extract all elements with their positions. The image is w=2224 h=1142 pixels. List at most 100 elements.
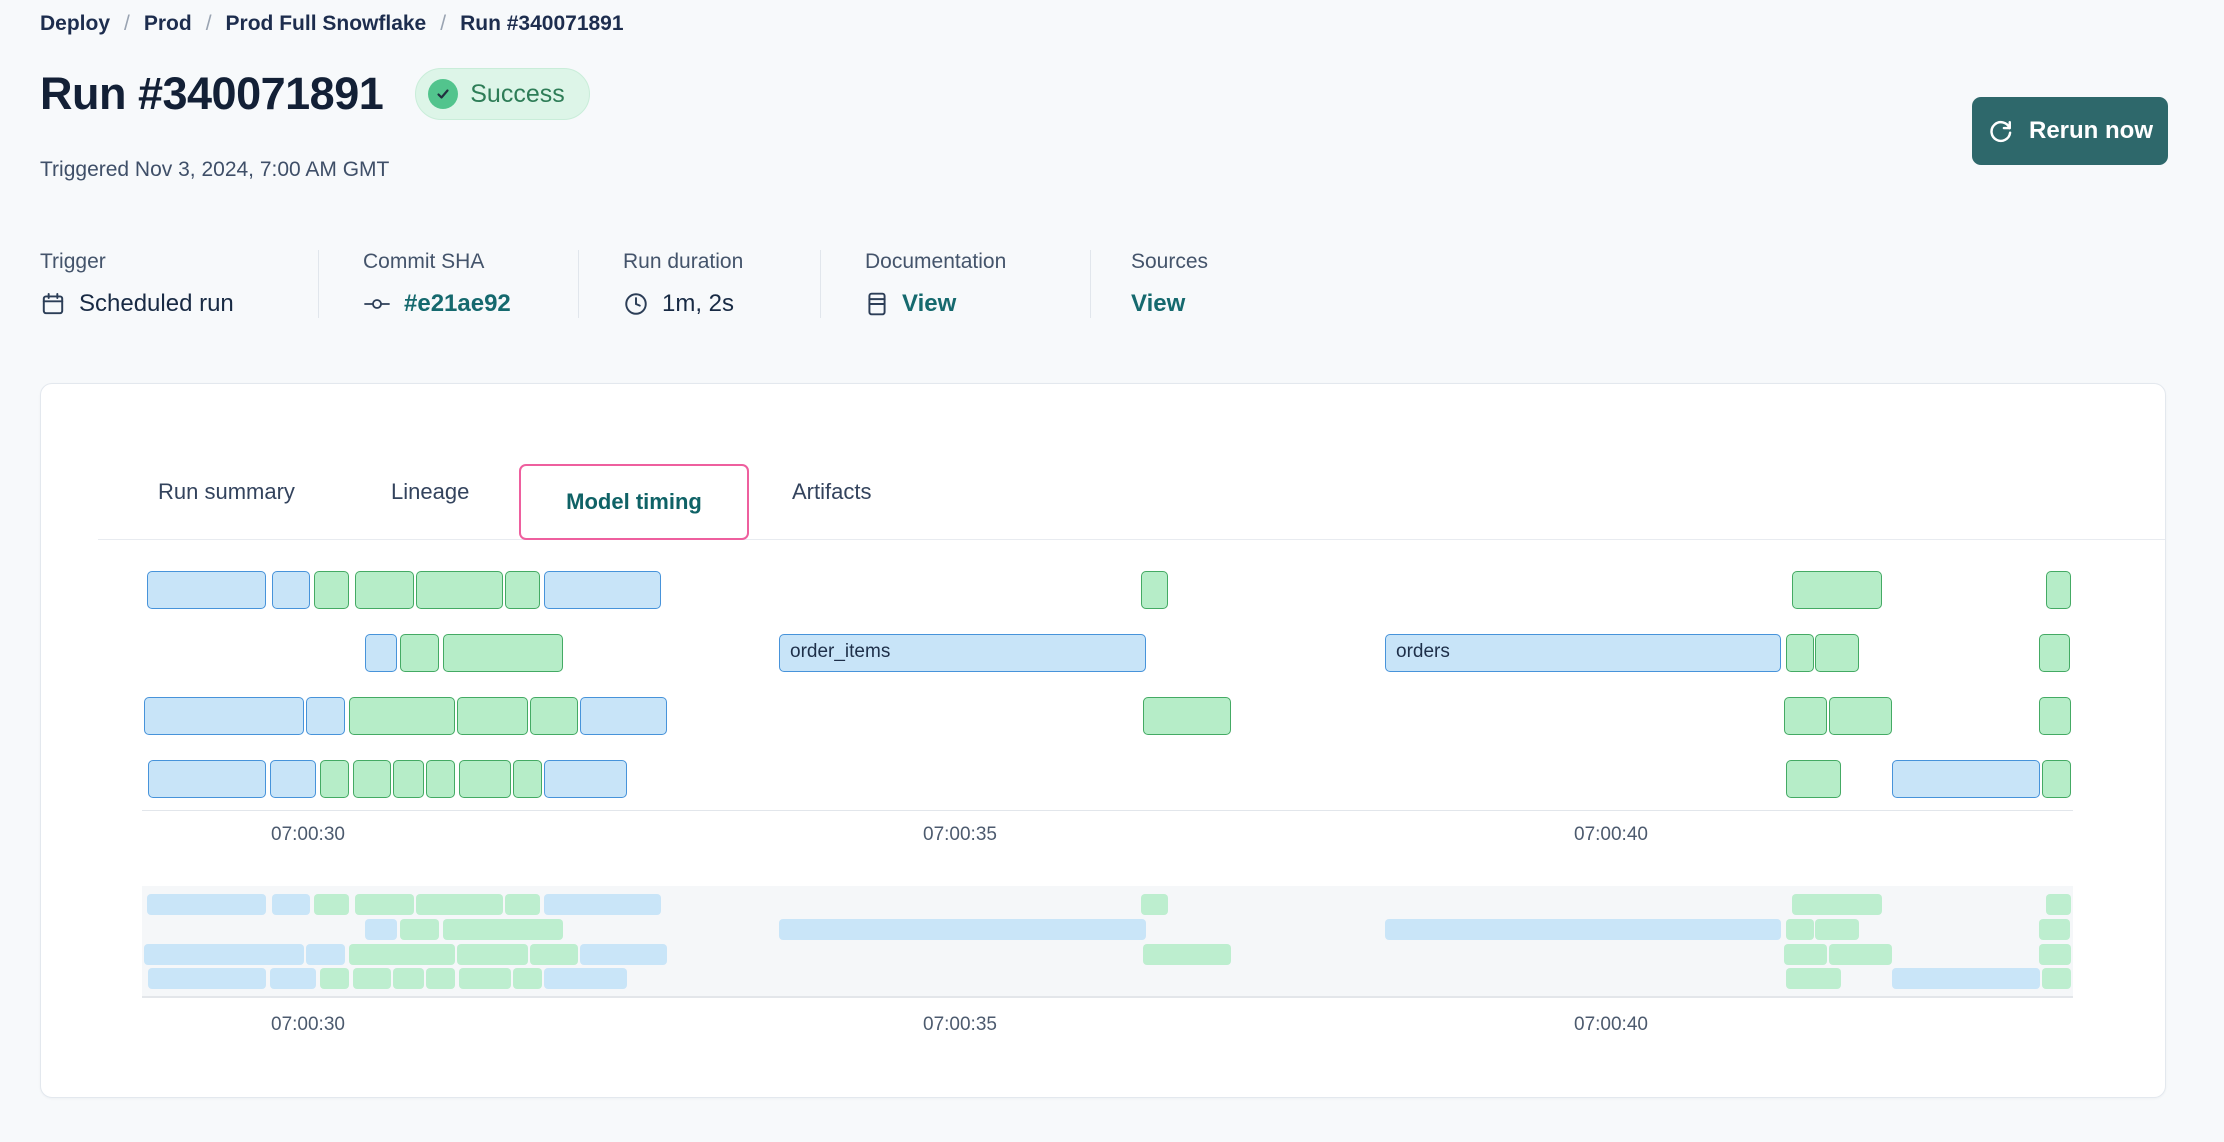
- gantt-bar[interactable]: [530, 697, 578, 735]
- minimap-bar: [426, 968, 455, 989]
- minimap-bar: [2039, 919, 2070, 940]
- breadcrumb-separator: /: [440, 12, 447, 35]
- minimap-bar: [148, 968, 266, 989]
- minimap-bar: [779, 919, 1146, 940]
- minimap-bar: [353, 968, 391, 989]
- gantt-bar[interactable]: [416, 571, 503, 609]
- gantt-bar[interactable]: [148, 760, 266, 798]
- gantt-bar[interactable]: [457, 697, 528, 735]
- gantt-bar[interactable]: [1141, 571, 1168, 609]
- gantt-bar[interactable]: [349, 697, 455, 735]
- gantt-bar[interactable]: [353, 760, 391, 798]
- meta-sources-label: Sources: [1131, 250, 1209, 273]
- tab-lineage[interactable]: Lineage: [391, 479, 470, 504]
- gantt-bar[interactable]: [2046, 571, 2071, 609]
- minimap-bar: [580, 944, 667, 965]
- meta-trigger-value: Scheduled run: [79, 290, 234, 317]
- clock-icon: [625, 293, 647, 315]
- gantt-bar[interactable]: [393, 760, 424, 798]
- minimap-bar: [1892, 968, 2040, 989]
- document-icon: [868, 292, 886, 316]
- status-badge-label: Success: [470, 79, 565, 108]
- gantt-bar[interactable]: [513, 760, 542, 798]
- minimap-bar: [306, 944, 345, 965]
- rerun-now-button[interactable]: Rerun now: [1972, 97, 2168, 165]
- meta-trigger: Trigger Scheduled run: [40, 250, 318, 318]
- gantt-bar[interactable]: [1792, 571, 1882, 609]
- gantt-bar[interactable]: [1786, 760, 1841, 798]
- time-tick-label: 07:00:40: [1574, 1014, 1648, 1035]
- minimap-bar: [365, 919, 397, 940]
- minimap-bar: [457, 944, 528, 965]
- gantt-bar-order_items[interactable]: order_items: [779, 634, 1146, 672]
- gantt-bar-orders[interactable]: orders: [1385, 634, 1781, 672]
- minimap-bar: [1784, 944, 1827, 965]
- gantt-bar[interactable]: [505, 571, 540, 609]
- breadcrumb-environment[interactable]: Prod Full Snowflake: [225, 12, 427, 35]
- gantt-bar[interactable]: [580, 697, 667, 735]
- gantt-bar[interactable]: [320, 760, 349, 798]
- gantt-bar[interactable]: [443, 634, 563, 672]
- gantt-bar[interactable]: [2039, 697, 2071, 735]
- gantt-bar[interactable]: [400, 634, 439, 672]
- gantt-bar[interactable]: [144, 697, 304, 735]
- gantt-bar[interactable]: [426, 760, 455, 798]
- minimap-bar: [270, 968, 316, 989]
- header: Run #340071891 Success: [40, 68, 590, 120]
- meta-documentation: Documentation View: [820, 250, 1090, 318]
- gantt-bar[interactable]: [1892, 760, 2040, 798]
- commit-icon: [364, 299, 390, 309]
- meta-documentation-label: Documentation: [865, 250, 1007, 273]
- gantt-bar[interactable]: [1143, 697, 1231, 735]
- tab-artifacts[interactable]: Artifacts: [792, 479, 872, 504]
- gantt-bar[interactable]: [459, 760, 511, 798]
- gantt-bar[interactable]: [2039, 634, 2070, 672]
- gantt-bar[interactable]: [272, 571, 310, 609]
- minimap-bar: [530, 944, 578, 965]
- calendar-icon: [42, 293, 64, 315]
- gantt-bar[interactable]: [306, 697, 345, 735]
- tab-model-timing-label: Model timing: [566, 489, 702, 514]
- gantt-bar[interactable]: [270, 760, 316, 798]
- breadcrumb-separator: /: [124, 12, 130, 35]
- meta-commit-sha: Commit SHA #e21ae92: [318, 250, 578, 318]
- time-tick-label: 07:00:40: [1574, 824, 1648, 845]
- meta-commit-value-link[interactable]: #e21ae92: [404, 290, 511, 317]
- minimap-bar: [400, 919, 439, 940]
- gantt-bar[interactable]: [1784, 697, 1827, 735]
- breadcrumb-deploy[interactable]: Deploy: [40, 12, 111, 35]
- tab-model-timing[interactable]: Model timing: [519, 464, 749, 540]
- meta-sources: Sources View: [1090, 250, 1390, 318]
- gantt-bar[interactable]: [365, 634, 397, 672]
- minimap-bar: [147, 894, 266, 915]
- breadcrumb: Deploy / Prod / Prod Full Snowflake / Ru…: [40, 12, 624, 36]
- gantt-bar[interactable]: [1829, 697, 1892, 735]
- breadcrumb-separator: /: [205, 12, 212, 35]
- gantt-time-axis: 07:00:30 07:00:35 07:00:40: [142, 824, 2073, 850]
- tabs-divider: [98, 539, 2165, 540]
- gantt-bar[interactable]: [355, 571, 414, 609]
- gantt-bar[interactable]: [544, 571, 661, 609]
- meta-duration-label: Run duration: [623, 250, 744, 273]
- gantt-minimap[interactable]: [142, 886, 2073, 998]
- breadcrumb-prod[interactable]: Prod: [143, 12, 192, 35]
- meta-documentation-view-link[interactable]: View: [902, 290, 957, 317]
- time-tick-label: 07:00:35: [923, 1014, 997, 1035]
- minimap-bar: [505, 894, 540, 915]
- gantt-bar[interactable]: [2042, 760, 2071, 798]
- minimap-bar: [2046, 894, 2071, 915]
- minimap-bar: [1143, 944, 1231, 965]
- gantt-bar[interactable]: [1786, 634, 1814, 672]
- meta-run-duration: Run duration 1m, 2s: [578, 250, 820, 318]
- minimap-bar: [320, 968, 349, 989]
- gantt-chart: order_items orders: [142, 571, 2073, 811]
- minimap-bar: [1786, 919, 1814, 940]
- gantt-bar[interactable]: [314, 571, 349, 609]
- minimap-bar: [1829, 944, 1892, 965]
- gantt-bar[interactable]: [147, 571, 266, 609]
- meta-trigger-label: Trigger: [40, 250, 106, 273]
- meta-sources-view-link[interactable]: View: [1131, 290, 1186, 317]
- gantt-bar[interactable]: [544, 760, 627, 798]
- gantt-bar[interactable]: [1815, 634, 1859, 672]
- tab-run-summary[interactable]: Run summary: [158, 479, 295, 504]
